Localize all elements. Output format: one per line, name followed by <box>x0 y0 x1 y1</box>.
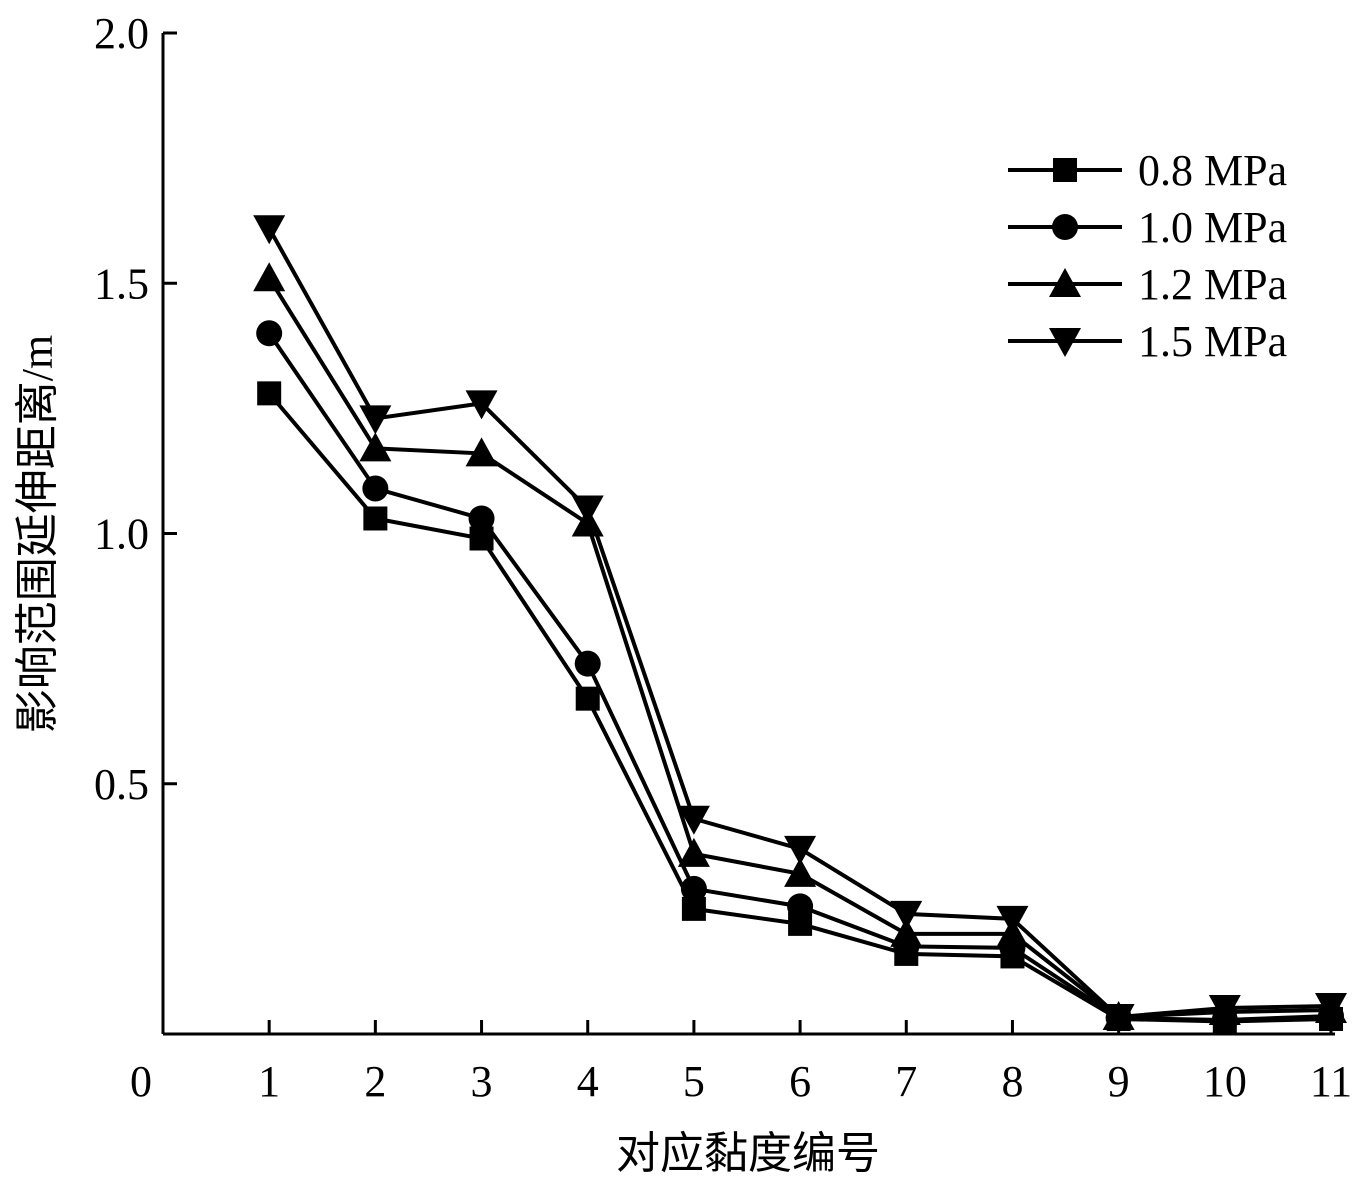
circle-marker <box>574 650 601 677</box>
x-tick-label: 1 <box>258 1057 280 1106</box>
series-0-8-MPa <box>257 381 1343 1034</box>
triangle-up-marker <box>890 917 923 947</box>
triangle-down-marker <box>784 835 817 865</box>
triangle-down-marker <box>253 215 286 245</box>
legend-item: 1.0 MPa <box>1008 203 1287 252</box>
triangle-down-marker <box>1049 328 1081 357</box>
legend-label: 1.5 MPa <box>1138 317 1287 366</box>
legend-item: 1.2 MPa <box>1008 260 1287 309</box>
triangle-up-marker <box>677 837 710 867</box>
triangle-up-marker <box>465 437 498 467</box>
x-tick-label: 7 <box>895 1057 917 1106</box>
triangle-down-marker <box>1102 1003 1135 1033</box>
square-marker <box>363 506 388 531</box>
triangle-down-marker <box>571 495 604 525</box>
triangle-down-marker <box>359 405 392 435</box>
square-marker <box>257 381 282 406</box>
circle-marker <box>680 875 707 902</box>
x-tick-label: 4 <box>577 1057 599 1106</box>
triangle-up-marker <box>784 857 817 887</box>
triangle-down-marker <box>890 900 923 930</box>
circle-marker <box>787 893 814 920</box>
legend: 0.8 MPa 1.0 MPa 1.2 MPa 1.5 MPa <box>1008 146 1287 366</box>
triangle-down-marker <box>1315 992 1347 1022</box>
legend-label: 1.0 MPa <box>1138 203 1287 252</box>
y-tick-label: 0.5 <box>94 760 149 809</box>
triangle-up-marker <box>253 262 286 292</box>
triangle-down-marker <box>677 805 710 835</box>
triangle-up-marker <box>1049 268 1081 297</box>
x-axis-label: 对应黏度编号 <box>616 1129 880 1178</box>
legend-label: 0.8 MPa <box>1138 146 1287 195</box>
y-tick-label: 1.0 <box>94 510 149 559</box>
x-tick-label: 11 <box>1310 1057 1352 1106</box>
y-axis-label: 影响范围延伸距离/m <box>13 335 62 733</box>
circle-marker <box>1052 214 1078 240</box>
axes: 0 1 2 3 4 5 6 7 8 9 10 11 0.5 1.0 1.5 2.0 <box>94 9 1352 1106</box>
x-tick-label: 0 <box>130 1057 152 1106</box>
legend-item: 0.8 MPa <box>1008 146 1287 195</box>
legend-item: 1.5 MPa <box>1008 317 1287 366</box>
y-tick-label: 2.0 <box>94 9 149 58</box>
x-tick-label: 6 <box>789 1057 811 1106</box>
triangle-up-marker <box>359 432 392 462</box>
x-tick-label: 2 <box>364 1057 386 1106</box>
x-tick-label: 10 <box>1203 1057 1247 1106</box>
y-tick-label: 1.5 <box>94 259 149 308</box>
circle-marker <box>468 505 495 532</box>
legend-label: 1.2 MPa <box>1138 260 1287 309</box>
series-1-5-MPa <box>253 215 1347 1033</box>
circle-marker <box>362 475 389 502</box>
x-tick-label: 5 <box>683 1057 705 1106</box>
triangle-down-marker <box>996 905 1029 935</box>
x-tick-label: 9 <box>1108 1057 1130 1106</box>
square-marker <box>575 686 600 711</box>
x-tick-label: 8 <box>1001 1057 1023 1106</box>
circle-marker <box>256 320 283 347</box>
series-group <box>253 215 1347 1034</box>
x-tick-label: 3 <box>471 1057 493 1106</box>
square-marker <box>1053 158 1077 182</box>
triangle-down-marker <box>465 390 498 420</box>
triangle-down-marker <box>1208 994 1241 1024</box>
